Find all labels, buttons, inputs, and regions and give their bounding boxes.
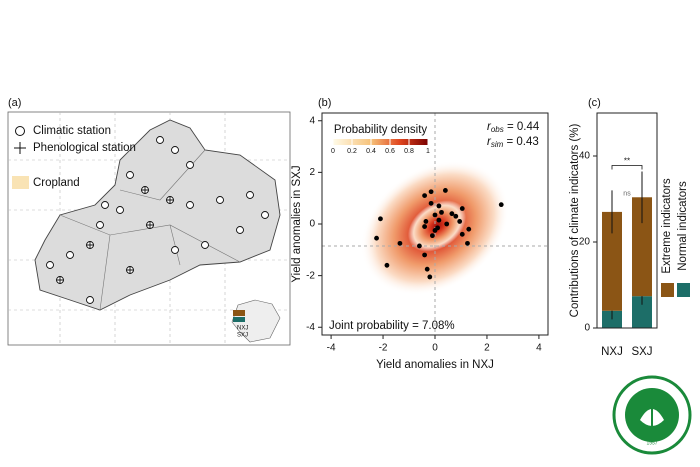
inset-label: SXJ: [237, 333, 248, 339]
point: [459, 206, 465, 211]
legend-label: Phenological station: [33, 142, 136, 154]
point: [427, 274, 433, 280]
legend-label: Climatic station: [33, 125, 111, 137]
y-tick-label: 0: [584, 323, 590, 334]
significance-label: **: [624, 157, 630, 166]
x-tick-label: -4: [327, 343, 336, 354]
legend-circle: [15, 126, 25, 136]
colorbar-tick-label: 1: [426, 148, 430, 155]
legend-swatch: [677, 283, 690, 297]
colorbar-label: Probability density: [334, 124, 428, 136]
point: [428, 189, 434, 195]
inset-label: NXJ: [237, 326, 248, 332]
point: [432, 212, 438, 218]
y-tick-label: -2: [306, 270, 315, 281]
annotation-text: = 0.44: [504, 121, 540, 133]
point: [435, 225, 440, 231]
point: [428, 200, 434, 206]
point: [422, 224, 428, 229]
x-axis-label: Yield anomalies in NXJ: [376, 359, 494, 371]
point: [422, 252, 428, 258]
region-outline: [34, 119, 281, 311]
point: [423, 219, 429, 224]
y-tick-label: 4: [309, 115, 315, 126]
colorbar-tick-label: 0.6: [385, 148, 395, 155]
point: [384, 262, 390, 268]
y-axis-label: Contributions of climate indicators (%): [569, 124, 581, 318]
point: [465, 240, 470, 246]
logo-year: 1957: [646, 440, 657, 446]
bar-panel: (c) 0 20 40 NXJ SXJ Contributions of climate …: [569, 97, 690, 358]
point: [439, 209, 444, 215]
annotation: robs = 0.44: [487, 121, 540, 134]
point: [449, 211, 455, 217]
point: [378, 216, 383, 222]
y-tick-label: -4: [306, 322, 315, 333]
bar-segment: [632, 296, 652, 328]
point: [430, 233, 435, 239]
y-tick-label: 2: [309, 167, 315, 178]
point: [457, 219, 463, 224]
panel-label: (b): [318, 97, 331, 109]
legend-cropland: [12, 176, 29, 189]
point: [498, 202, 504, 208]
annotation: rsim = 0.43: [487, 136, 539, 149]
point: [459, 231, 465, 237]
panel-label: (a): [8, 97, 21, 109]
legend-label: Normal indicators: [677, 181, 689, 271]
legend-plus: [14, 142, 26, 154]
x-tick-label: NXJ: [601, 346, 623, 358]
annotation-symbol: r: [487, 136, 492, 148]
x-tick-label: 2: [484, 343, 490, 354]
legend-label: Extreme indicators: [661, 178, 673, 273]
point: [436, 217, 442, 223]
legend-label: Cropland: [33, 177, 80, 189]
plot-frame: [596, 112, 658, 329]
annotation-text: Joint probability = 7.08%: [329, 320, 455, 332]
colorbar-tick-label: 0: [331, 148, 335, 155]
significance-label: ns: [623, 190, 631, 197]
colorbar-tick-label: 0.4: [366, 148, 376, 155]
point: [436, 203, 442, 209]
x-tick-label: SXJ: [631, 346, 652, 358]
colorbar-tick-label: 0.8: [404, 148, 414, 155]
annotation-symbol: r: [487, 121, 492, 133]
y-tick-label: 0: [309, 219, 315, 230]
point: [444, 221, 450, 227]
point: [374, 235, 379, 241]
annotation-subscript: sim: [491, 140, 504, 149]
annotation-subscript: obs: [491, 125, 504, 134]
legend-swatch: [661, 283, 674, 297]
annotation-text: = 0.43: [503, 136, 539, 148]
phenological-markers: [56, 186, 174, 284]
point: [417, 243, 422, 249]
x-tick-label: 4: [536, 343, 542, 354]
point: [453, 213, 459, 219]
point: [422, 193, 428, 199]
y-tick-label: 40: [579, 151, 591, 162]
inset-nxj: [233, 310, 245, 316]
colorbar: [333, 139, 428, 145]
point: [424, 266, 430, 272]
x-tick-label: -2: [379, 343, 388, 354]
map-panel: (a) Climatic station Phenological statio…: [7, 97, 291, 346]
significance-bracket: [611, 165, 643, 170]
bar-segment: [632, 197, 652, 297]
x-tick-label: 0: [432, 343, 438, 354]
bar-segment: [602, 211, 622, 311]
panel-label: (c): [588, 97, 601, 109]
inset-sxj: [233, 317, 245, 322]
logo: 1957: [612, 375, 692, 455]
scatter-panel: (b) -4 -2 0 2 4 -4 -2 0 2 4 Yield anomalies in NXJ…: [291, 97, 549, 371]
y-tick-label: 20: [579, 237, 591, 248]
point: [397, 240, 403, 246]
colorbar-tick-label: 0.2: [347, 148, 357, 155]
annotation: Joint probability = 7.08%: [329, 320, 455, 332]
y-axis-label: Yield anomalies in SXJ: [291, 165, 303, 282]
point: [466, 226, 472, 232]
point: [442, 188, 448, 193]
